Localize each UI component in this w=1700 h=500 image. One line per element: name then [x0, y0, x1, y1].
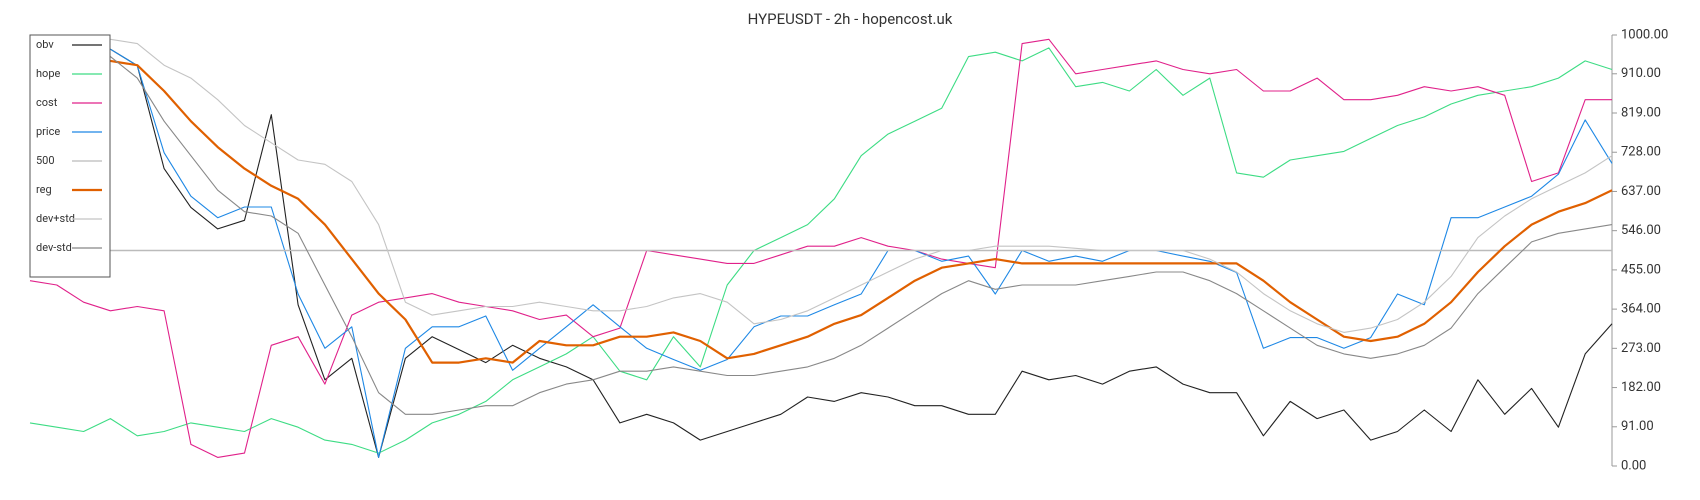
y-tick-label: 0.00 [1621, 458, 1646, 473]
y-tick-label: 455.00 [1621, 262, 1661, 277]
legend-label: cost [36, 96, 58, 109]
legend-label: obv [36, 38, 54, 51]
legend-label: dev+std [36, 212, 75, 225]
series-line [110, 56, 1613, 415]
legend-label: reg [36, 183, 52, 196]
legend-label: 500 [36, 154, 55, 167]
y-tick-label: 728.00 [1621, 145, 1661, 160]
series-line [110, 38, 1613, 333]
y-tick-label: 546.00 [1621, 223, 1661, 238]
y-tick-label: 819.00 [1621, 105, 1661, 120]
series-line [110, 59, 1613, 364]
legend-label: dev-std [36, 241, 72, 254]
legend: obv hope cost price 500 reg dev+std dev-std [29, 34, 111, 278]
y-tick-label: 1000.00 [1621, 27, 1668, 42]
legend-box [29, 34, 111, 278]
legend-label: price [36, 125, 60, 138]
y-tick-label: 182.00 [1621, 380, 1661, 395]
y-tick-label: 273.00 [1621, 341, 1661, 356]
series-line [29, 47, 1613, 454]
plot-area: 0.00 91.00 182.00 273.00 364.00 455.00 546.00 6… [29, 27, 1668, 473]
legend-label: hope [36, 67, 61, 80]
y-tick-label: 637.00 [1621, 184, 1661, 199]
y-tick-label: 364.00 [1621, 302, 1661, 317]
series-line [110, 48, 1613, 458]
chart-title: HYPEUSDT - 2h - hopencost.uk [748, 10, 953, 28]
series-line [110, 48, 1613, 458]
y-tick-label: 91.00 [1621, 419, 1654, 434]
y-tick-label: 910.00 [1621, 66, 1661, 81]
series-line [29, 38, 1612, 458]
